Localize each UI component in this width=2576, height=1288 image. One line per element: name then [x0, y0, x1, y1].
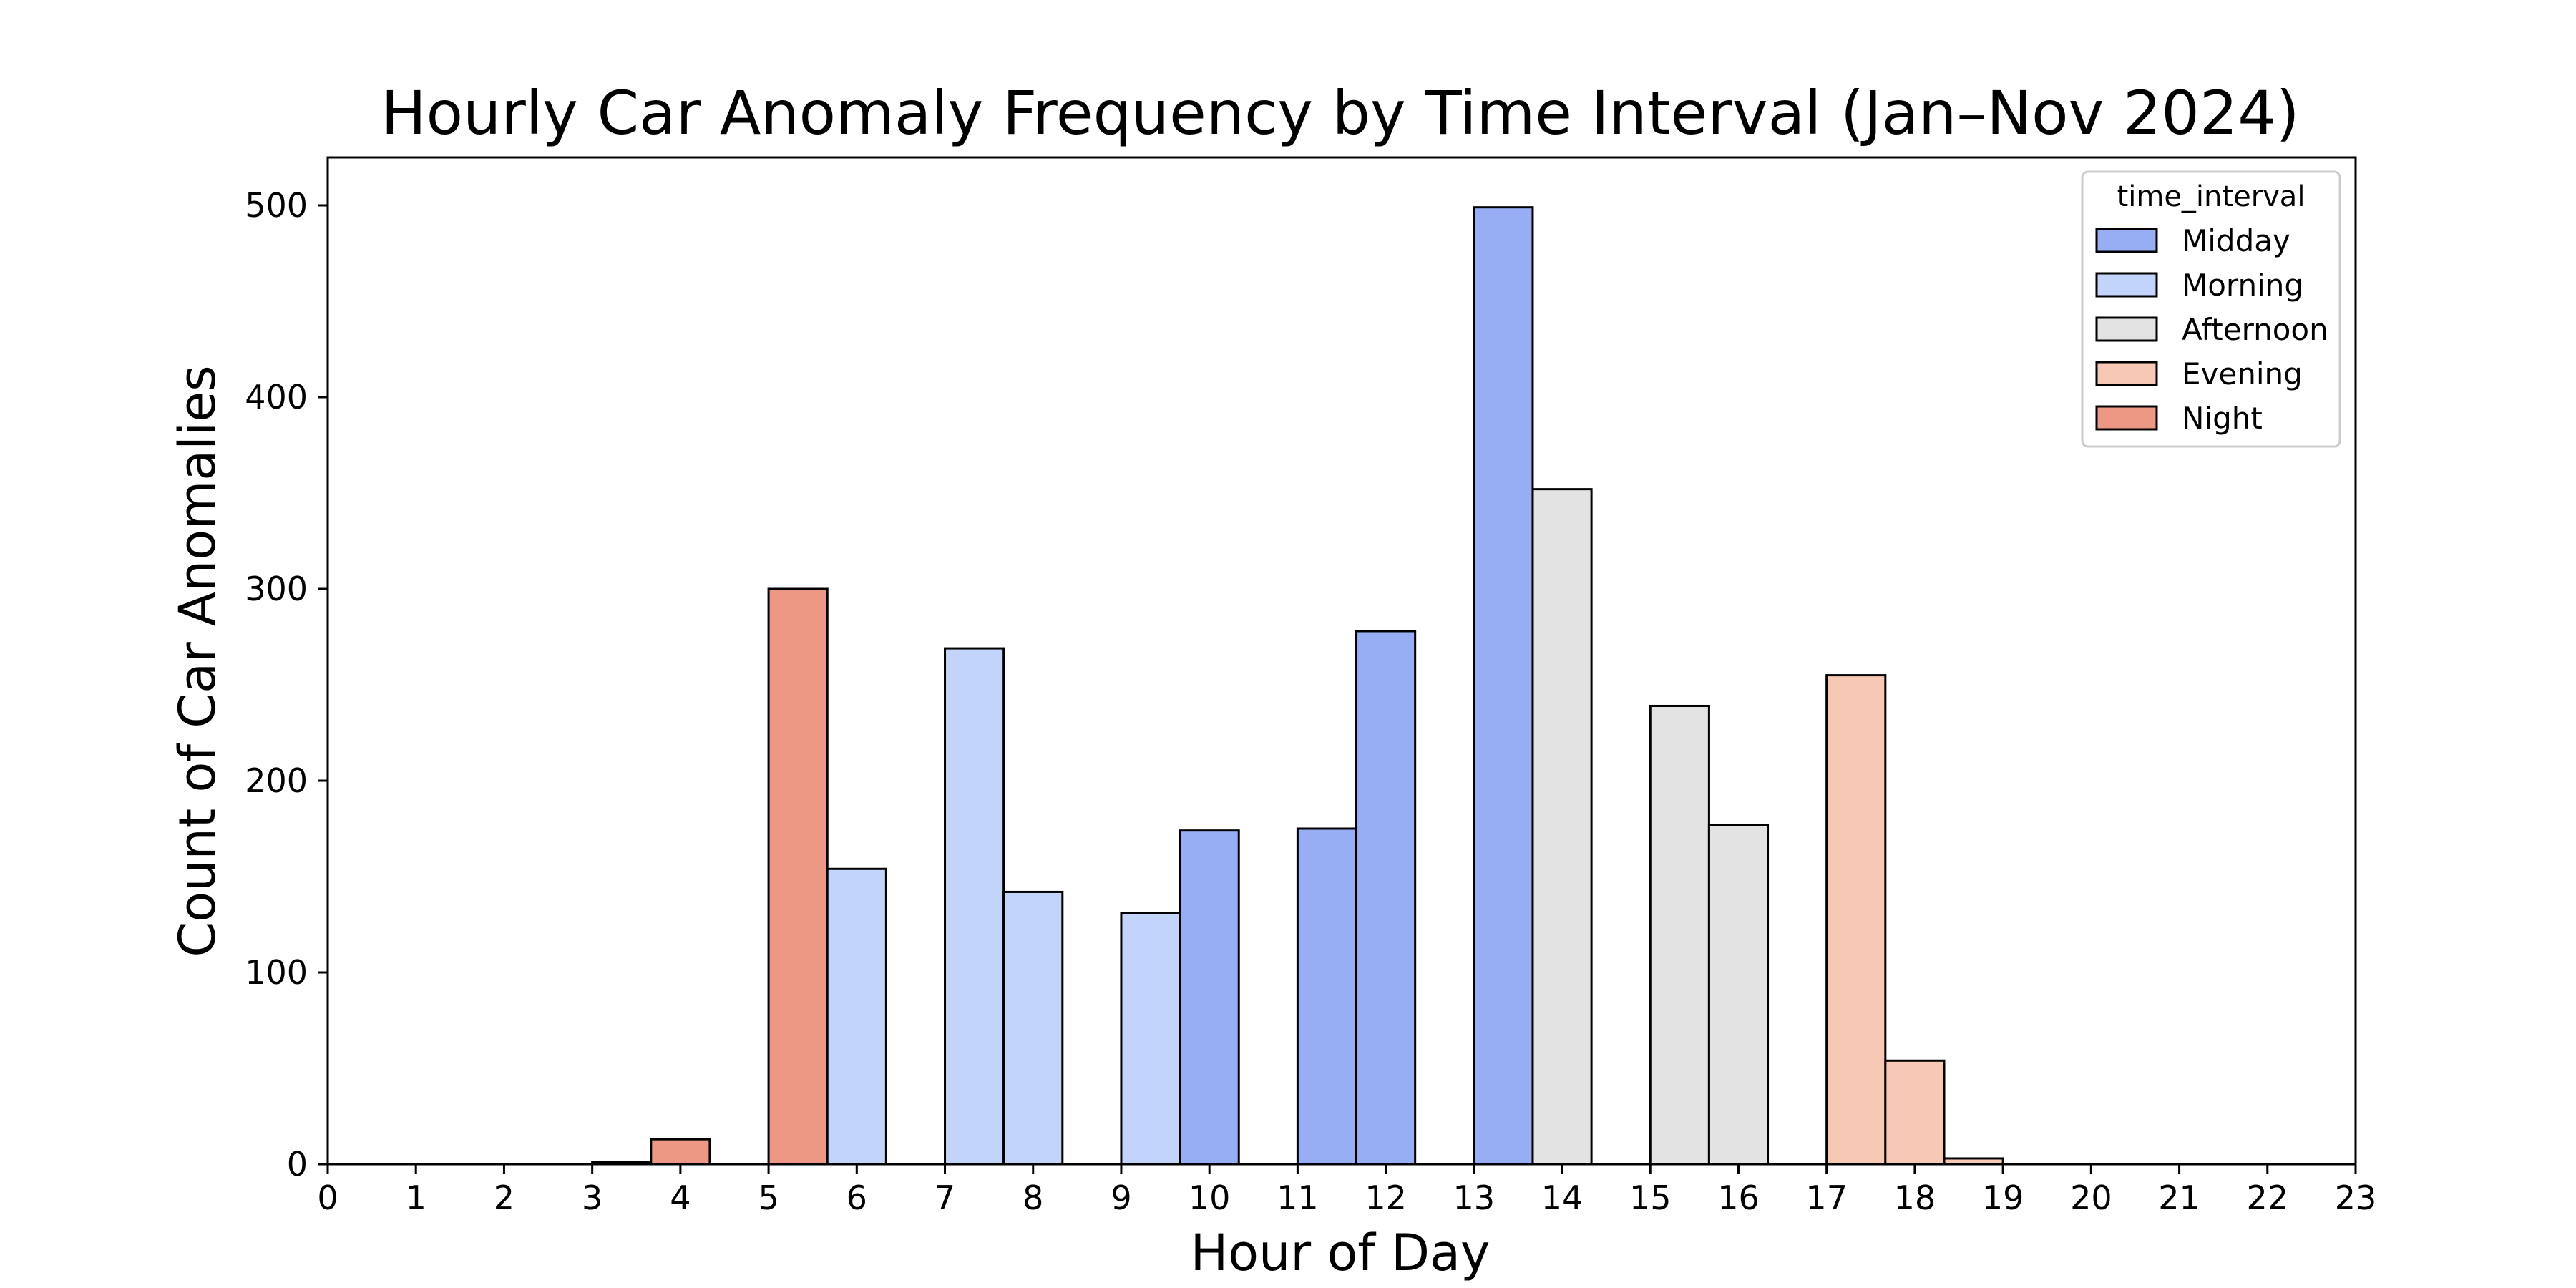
y-tick-label: 300	[245, 570, 308, 608]
histogram-bar	[944, 647, 1005, 1166]
legend: time_interval Midday Morning Afternoon Even…	[2081, 170, 2341, 448]
histogram-bar	[1179, 829, 1240, 1166]
histogram-bar	[1296, 827, 1358, 1166]
y-axis-ticks: 0 100 200 300 400 500	[245, 186, 328, 1184]
histogram-bar	[1649, 704, 1710, 1166]
legend-swatch	[2095, 272, 2158, 298]
histogram-bar	[1002, 890, 1064, 1166]
legend-label: Night	[2182, 401, 2263, 436]
histogram-bar	[1473, 206, 1534, 1166]
histogram-bar	[1355, 630, 1417, 1166]
x-tick-label: 18	[1894, 1179, 1936, 1217]
legend-label: Evening	[2182, 356, 2303, 391]
x-tick-label: 10	[1189, 1179, 1231, 1217]
legend-swatch	[2095, 361, 2158, 386]
x-tick-label: 17	[1805, 1179, 1848, 1217]
x-tick-label: 1	[406, 1179, 426, 1217]
x-tick-label: 13	[1453, 1179, 1496, 1217]
y-tick-label: 100	[245, 953, 308, 992]
x-tick-label: 8	[1023, 1179, 1043, 1217]
x-tick-label: 4	[670, 1179, 691, 1217]
legend-label: Morning	[2182, 268, 2303, 303]
histogram-bar	[1825, 674, 1887, 1166]
legend-label: Afternoon	[2182, 312, 2328, 347]
histogram-bar	[1707, 824, 1770, 1166]
x-tick-label: 15	[1629, 1179, 1672, 1217]
legend-swatch	[2095, 228, 2158, 253]
x-tick-label: 3	[582, 1179, 602, 1217]
x-tick-label: 19	[1982, 1179, 2024, 1217]
x-axis-ticks: 0 1 2 3 4 5 6 7 8 9 10 11 12 13 14 15 16 17 18 19 20 21 22 23	[317, 1164, 2376, 1217]
x-tick-label: 23	[2335, 1179, 2377, 1217]
y-tick-label: 200	[245, 761, 308, 800]
x-tick-label: 14	[1541, 1179, 1584, 1217]
y-tick-label: 500	[245, 186, 308, 225]
x-tick-label: 6	[847, 1179, 867, 1217]
histogram-bar	[1531, 488, 1593, 1166]
legend-swatch	[2095, 405, 2158, 431]
x-tick-label: 16	[1717, 1179, 1760, 1217]
x-tick-label: 7	[935, 1179, 955, 1217]
y-axis-label: Count of Car Anomalies	[168, 365, 227, 957]
x-axis-label: Hour of Day	[1191, 1224, 1491, 1282]
x-tick-label: 21	[2158, 1179, 2200, 1217]
histogram-bar	[650, 1138, 711, 1166]
legend-label: Midday	[2182, 223, 2290, 258]
histogram-bar	[826, 867, 887, 1166]
histogram-bar	[1884, 1059, 1946, 1166]
x-tick-label: 11	[1277, 1179, 1319, 1217]
chart-title: Hourly Car Anomaly Frequency by Time Int…	[381, 78, 2299, 148]
plot-frame	[326, 156, 2357, 1166]
x-tick-label: 20	[2070, 1179, 2112, 1217]
x-tick-label: 2	[494, 1179, 514, 1217]
x-tick-label: 5	[758, 1179, 779, 1217]
x-tick-label: 22	[2247, 1179, 2289, 1217]
histogram-bar	[767, 587, 829, 1166]
x-tick-label: 9	[1111, 1179, 1131, 1217]
y-tick-label: 0	[287, 1145, 308, 1184]
y-tick-label: 400	[245, 378, 308, 416]
histogram-bar	[1120, 912, 1181, 1166]
legend-swatch	[2095, 316, 2158, 342]
x-tick-label: 12	[1365, 1179, 1407, 1217]
x-tick-label: 0	[317, 1179, 338, 1217]
bars-group	[591, 206, 2004, 1166]
legend-title: time_interval	[2117, 180, 2306, 213]
